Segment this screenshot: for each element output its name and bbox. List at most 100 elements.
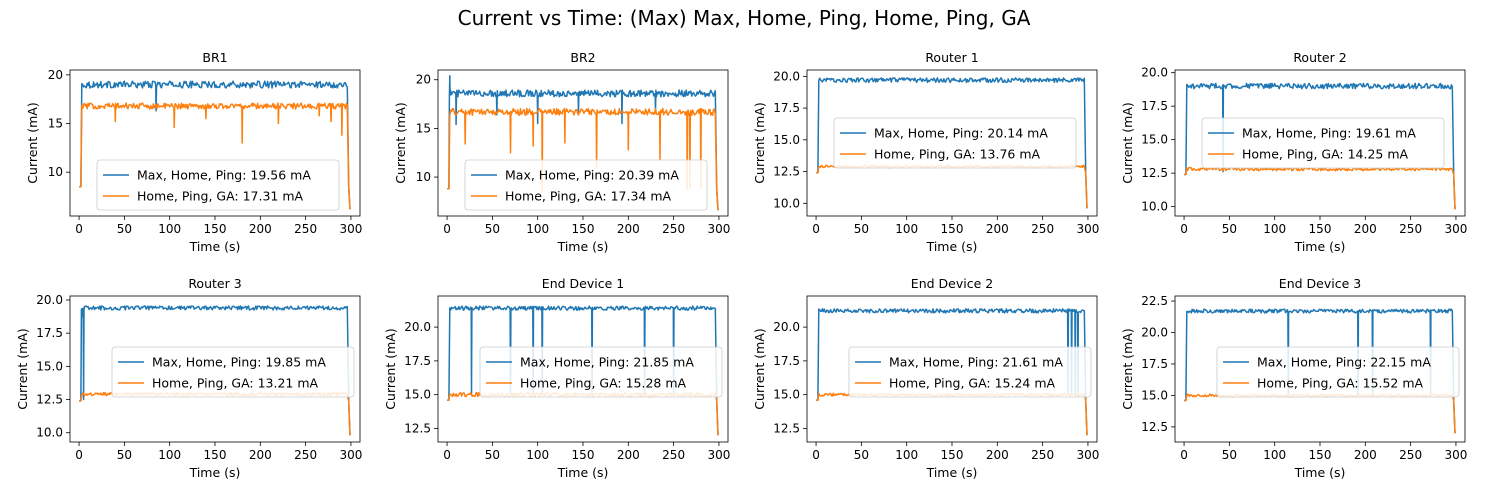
x-tick-label: 200 [249,222,272,236]
y-tick-label: 12.5 [1141,166,1168,180]
y-tick-label: 12.5 [1141,420,1168,434]
legend-entry: Max, Home, Ping: 19.61 mA [1242,126,1416,141]
y-tick-label: 12.5 [404,421,431,435]
legend-entry: Home, Ping, GA: 13.21 mA [152,376,319,391]
x-tick-label: 0 [1180,448,1188,462]
series-line-2 [79,391,351,436]
x-tick-label: 200 [617,222,640,236]
x-tick-label: 50 [854,222,869,236]
x-tick-label: 0 [1180,222,1188,236]
x-tick-label: 50 [1222,448,1237,462]
x-tick-label: 250 [1031,448,1054,462]
y-tick-label: 12.5 [773,421,800,435]
y-tick-label: 20.0 [404,320,431,334]
x-tick-label: 200 [986,222,1009,236]
x-tick-label: 0 [75,222,83,236]
x-tick-label: 50 [117,222,132,236]
legend-entry: Max, Home, Ping: 21.85 mA [520,355,694,370]
subplot-title: BR2 [570,50,595,65]
x-tick-label: 250 [1399,448,1422,462]
x-tick-label: 250 [294,222,317,236]
y-axis-label: Current (mA) [752,102,767,183]
series-line-1 [1184,308,1456,434]
y-axis-label: Current (mA) [15,328,30,409]
x-tick-label: 250 [662,448,685,462]
series-line-2 [816,392,1088,436]
subplot-title: Router 1 [925,50,978,65]
subplot-6: End Device 1 0 50 100 150 200 250 300 12.5 15.0 17… [383,276,730,480]
y-tick-label: 15.0 [404,388,431,402]
x-tick-label: 200 [249,448,272,462]
legend-entry: Home, Ping, GA: 14.25 mA [1242,147,1409,162]
x-tick-label: 150 [204,448,227,462]
x-tick-label: 100 [895,448,918,462]
x-tick-label: 300 [1444,222,1467,236]
legend-entry: Max, Home, Ping: 19.56 mA [137,168,311,183]
legend-entry: Home, Ping, GA: 17.31 mA [137,189,304,204]
series-line-1 [79,305,351,436]
x-tick-label: 150 [941,448,964,462]
y-tick-label: 15.0 [36,359,63,373]
x-tick-label: 50 [485,448,500,462]
x-axis-label: Time (s) [189,239,241,254]
x-tick-label: 100 [158,448,181,462]
x-tick-label: 250 [662,222,685,236]
y-tick-label: 20.0 [1141,326,1168,340]
y-tick-label: 17.5 [1141,99,1168,113]
subplot-1: BR1 0 50 100 150 200 250 300 10 15 20 Time (s) Curre… [25,50,362,254]
legend: Max, Home, Ping: 22.15 mA Home, Ping, GA:… [1216,346,1460,398]
y-tick-label: 17.5 [1141,357,1168,371]
x-tick-label: 200 [617,448,640,462]
x-axis-label: Time (s) [189,465,241,480]
y-axis-label: Current (mA) [383,328,398,409]
series-line-2 [79,102,351,210]
x-tick-label: 100 [1263,222,1286,236]
x-tick-label: 150 [572,222,595,236]
x-tick-label: 50 [854,448,869,462]
x-axis-label: Time (s) [926,239,978,254]
y-tick-label: 10.0 [1141,200,1168,214]
x-axis-label: Time (s) [557,465,609,480]
x-tick-label: 300 [1076,448,1099,462]
subplot-5: Router 3 0 50 100 150 200 250 300 10.0 12.5 15.0 17… [15,276,362,480]
x-tick-label: 0 [75,448,83,462]
legend-entry: Max, Home, Ping: 22.15 mA [1257,355,1431,370]
x-tick-label: 300 [1444,448,1467,462]
series-line-1 [1184,82,1456,210]
x-tick-label: 50 [117,448,132,462]
x-tick-label: 250 [294,448,317,462]
y-tick-label: 20.0 [773,320,800,334]
x-tick-label: 100 [895,222,918,236]
x-tick-label: 50 [1222,222,1237,236]
x-tick-label: 50 [485,222,500,236]
legend-entry: Max, Home, Ping: 20.39 mA [505,168,679,183]
y-tick-label: 20.0 [36,293,63,307]
y-tick-label: 12.5 [773,165,800,179]
legend: Max, Home, Ping: 19.56 mA Home, Ping, GA:… [96,159,340,211]
x-tick-label: 200 [986,448,1009,462]
x-tick-label: 300 [707,222,730,236]
series-line-2 [1184,393,1456,434]
y-tick-label: 10.0 [36,426,63,440]
x-tick-label: 250 [1031,222,1054,236]
y-tick-label: 15 [48,117,63,131]
y-tick-label: 20.0 [773,69,800,83]
y-tick-label: 15 [416,121,431,135]
y-tick-label: 17.5 [773,354,800,368]
subplot-title: End Device 1 [542,276,624,291]
y-tick-label: 15.0 [773,133,800,147]
y-tick-label: 10 [48,165,63,179]
x-tick-label: 150 [941,222,964,236]
y-axis-label: Current (mA) [393,102,408,183]
y-tick-label: 17.5 [404,354,431,368]
y-tick-label: 17.5 [773,101,800,115]
x-tick-label: 100 [526,448,549,462]
x-tick-label: 300 [1076,222,1099,236]
y-axis-label: Current (mA) [25,102,40,183]
legend: Max, Home, Ping: 19.85 mA Home, Ping, GA:… [111,346,355,398]
legend-entry: Home, Ping, GA: 15.52 mA [1257,376,1424,391]
y-tick-label: 20 [416,73,431,87]
subplot-title: BR1 [202,50,227,65]
subplot-3: Router 1 0 50 100 150 200 250 300 10.0 12.5 15.0 17… [752,50,1099,254]
